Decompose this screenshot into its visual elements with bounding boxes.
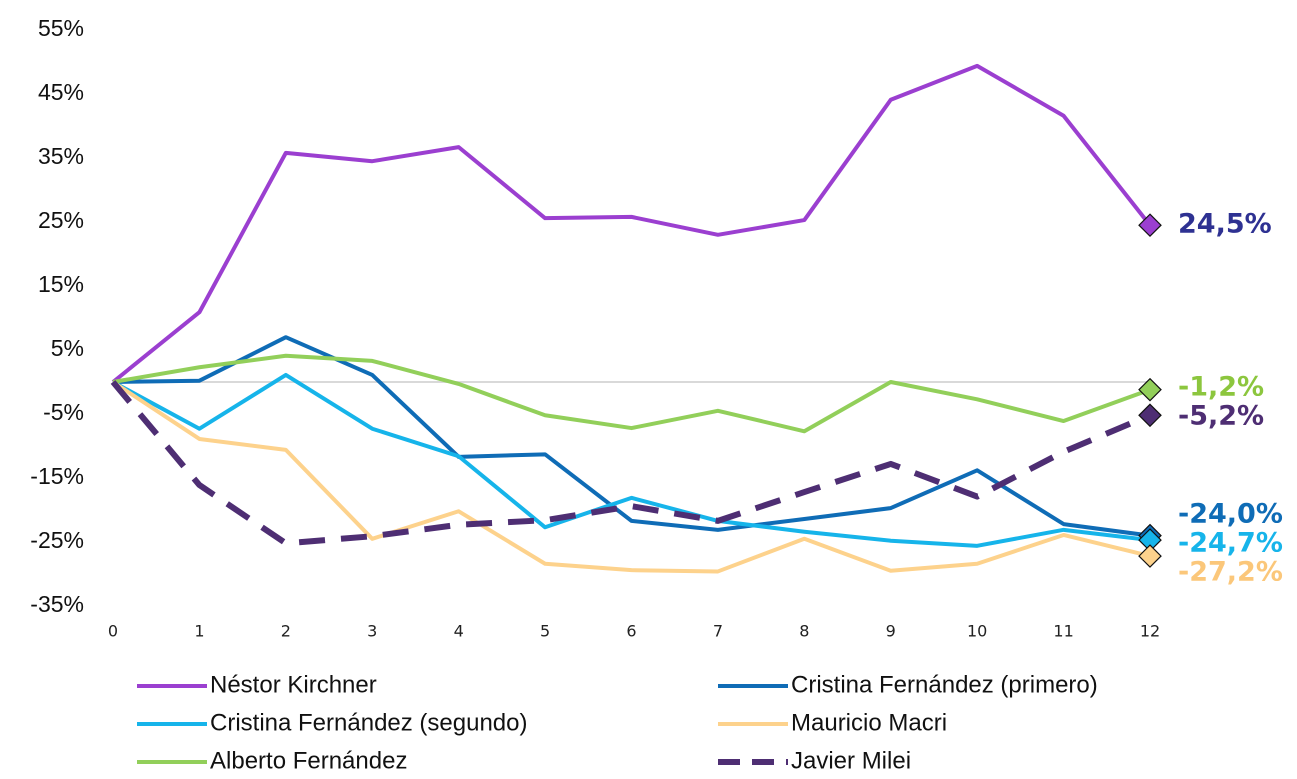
series-line — [112, 372, 1151, 548]
x-tick-label: 10 — [967, 622, 987, 641]
value-label: -24,0% — [1178, 498, 1283, 529]
y-tick-label: -5% — [43, 399, 84, 425]
value-label: 24,5% — [1178, 209, 1272, 240]
x-tick-label: 0 — [108, 622, 118, 641]
y-tick-label: 25% — [38, 207, 84, 233]
x-tick-label: 1 — [194, 622, 204, 641]
value-label: -1,2% — [1178, 371, 1264, 402]
legend-label: Alberto Fernández — [210, 747, 407, 774]
x-tick-label: 12 — [1140, 622, 1160, 641]
value-label: -24,7% — [1178, 527, 1283, 558]
y-tick-label: -25% — [30, 527, 84, 553]
x-tick-label: 7 — [713, 622, 723, 641]
y-tick-label: 45% — [38, 79, 84, 105]
x-tick-label: 11 — [1053, 622, 1073, 641]
legend-label: Néstor Kirchner — [210, 671, 377, 698]
value-label: -27,2% — [1178, 556, 1283, 587]
x-tick-label: 9 — [886, 622, 896, 641]
legend-label: Mauricio Macri — [791, 709, 947, 736]
end-marker — [1138, 213, 1162, 238]
y-tick-label: -15% — [30, 463, 84, 489]
series-line — [112, 335, 1151, 538]
series-line — [112, 353, 1151, 434]
value-label: -5,2% — [1178, 400, 1264, 431]
series-line — [111, 63, 1152, 384]
x-tick-label: 2 — [281, 622, 291, 641]
end-marker — [1138, 403, 1162, 428]
series-line — [110, 380, 1152, 547]
x-tick-label: 5 — [540, 622, 550, 641]
x-tick-label: 8 — [799, 622, 809, 641]
series-line — [111, 380, 1151, 574]
x-tick-label: 4 — [454, 622, 464, 641]
end-marker — [1138, 544, 1162, 568]
legend-label: Cristina Fernández (segundo) — [210, 709, 528, 736]
y-tick-label: 55% — [38, 15, 84, 41]
y-tick-label: -35% — [30, 591, 84, 617]
x-tick-label: 3 — [367, 622, 377, 641]
y-tick-label: 15% — [38, 271, 84, 297]
legend-label: Javier Milei — [791, 747, 911, 774]
legend-label: Cristina Fernández (primero) — [791, 671, 1098, 698]
x-tick-label: 6 — [626, 622, 636, 641]
end-marker — [1138, 377, 1162, 402]
y-tick-label: 5% — [51, 335, 84, 361]
y-tick-label: 35% — [38, 143, 84, 169]
